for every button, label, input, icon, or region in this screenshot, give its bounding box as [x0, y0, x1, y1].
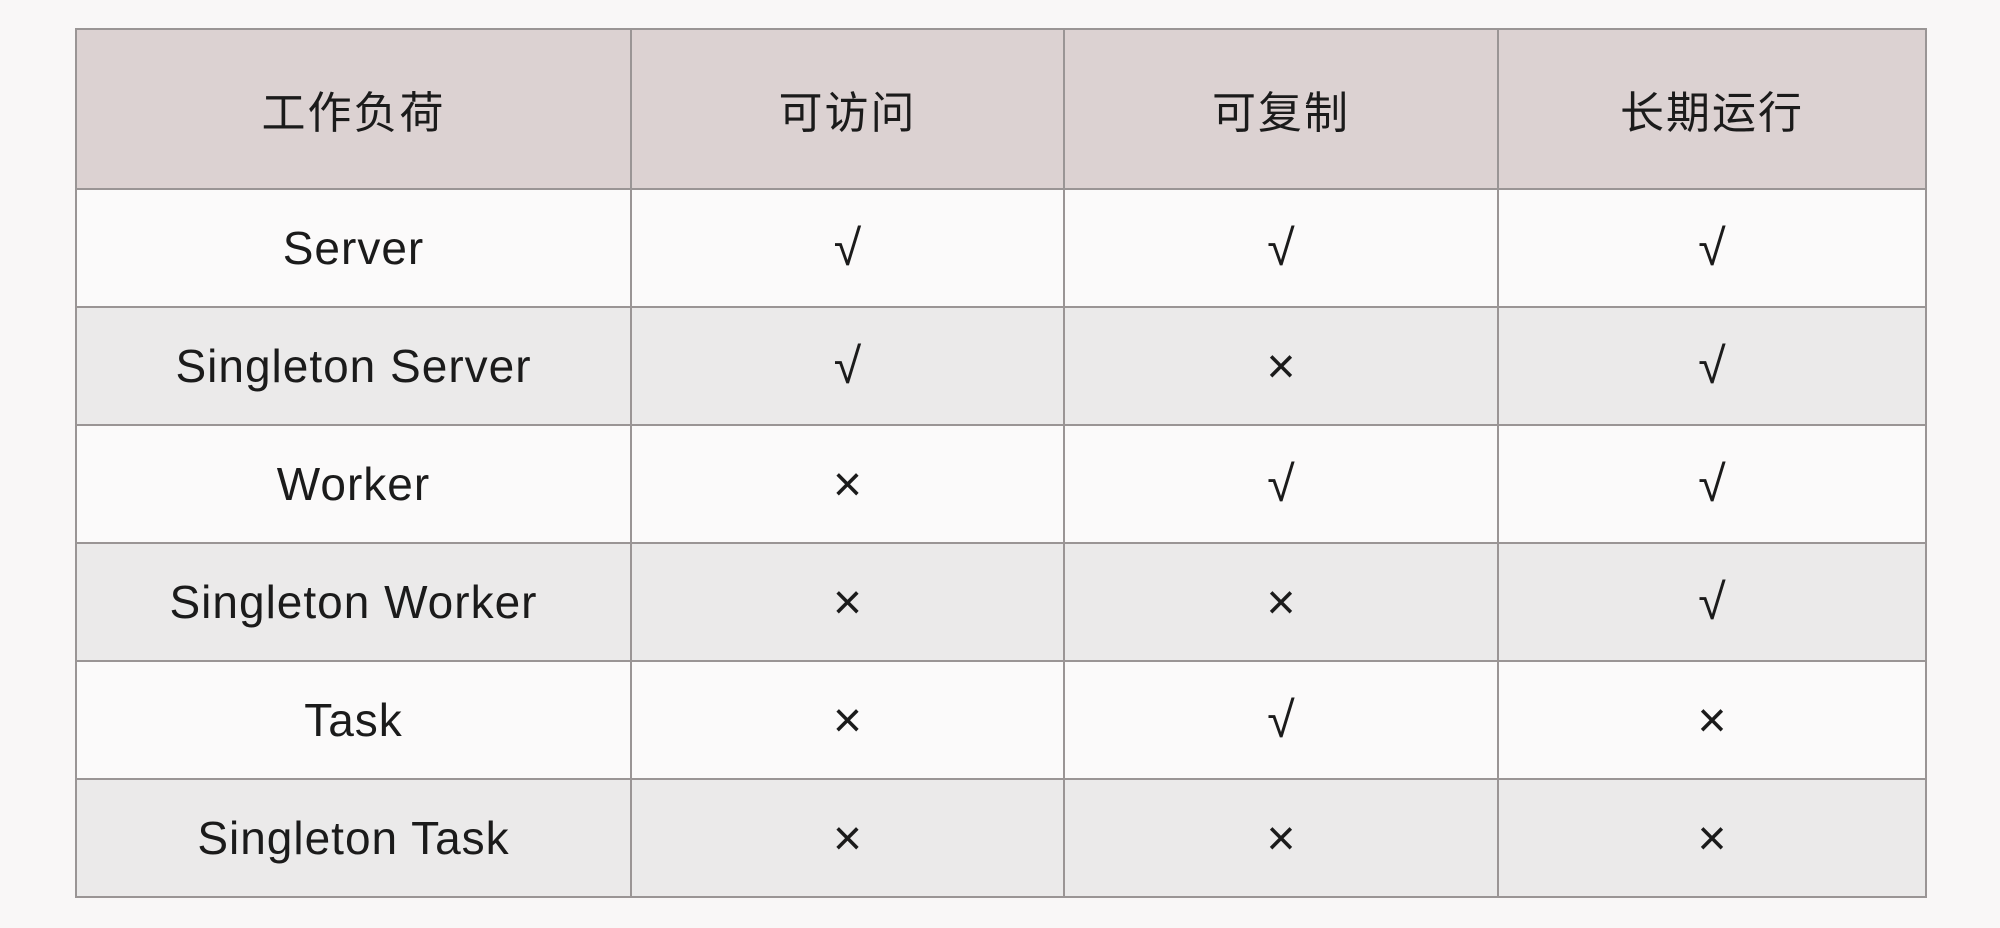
cross-mark: ×	[1497, 660, 1927, 780]
table-header-row: 工作负荷 可访问 可复制 长期运行	[75, 28, 1927, 190]
table-row: Task × √ ×	[75, 660, 1927, 780]
cross-mark: ×	[630, 778, 1065, 898]
column-header-long-running: 长期运行	[1497, 28, 1927, 190]
check-mark: √	[630, 188, 1065, 308]
workload-cell: Server	[75, 188, 632, 308]
cross-mark: ×	[630, 542, 1065, 662]
cross-mark: ×	[630, 424, 1065, 544]
workload-cell: Worker	[75, 424, 632, 544]
check-mark: √	[1497, 188, 1927, 308]
cross-mark: ×	[1497, 778, 1927, 898]
cross-mark: ×	[1063, 542, 1499, 662]
workload-cell: Task	[75, 660, 632, 780]
table-row: Server √ √ √	[75, 188, 1927, 308]
table-row: Singleton Server √ × √	[75, 306, 1927, 426]
column-header-replicable: 可复制	[1063, 28, 1499, 190]
cross-mark: ×	[630, 660, 1065, 780]
cross-mark: ×	[1063, 306, 1499, 426]
table-row: Singleton Task × × ×	[75, 778, 1927, 898]
check-mark: √	[1497, 424, 1927, 544]
column-header-workload: 工作负荷	[75, 28, 632, 190]
check-mark: √	[1497, 306, 1927, 426]
check-mark: √	[1497, 542, 1927, 662]
table-row: Singleton Worker × × √	[75, 542, 1927, 662]
check-mark: √	[1063, 660, 1499, 780]
workload-cell: Singleton Task	[75, 778, 632, 898]
cross-mark: ×	[1063, 778, 1499, 898]
check-mark: √	[1063, 188, 1499, 308]
check-mark: √	[1063, 424, 1499, 544]
table-row: Worker × √ √	[75, 424, 1927, 544]
workload-capability-table: 工作负荷 可访问 可复制 长期运行 Server √ √ √ Singleton…	[75, 28, 1927, 898]
column-header-accessible: 可访问	[630, 28, 1065, 190]
workload-cell: Singleton Worker	[75, 542, 632, 662]
workload-cell: Singleton Server	[75, 306, 632, 426]
check-mark: √	[630, 306, 1065, 426]
